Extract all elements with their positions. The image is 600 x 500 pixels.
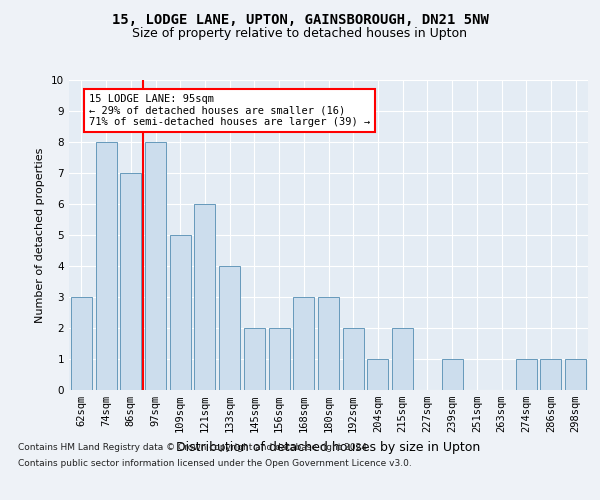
Text: 15 LODGE LANE: 95sqm
← 29% of detached houses are smaller (16)
71% of semi-detac: 15 LODGE LANE: 95sqm ← 29% of detached h… (89, 94, 370, 127)
Bar (318, 297, 339, 390)
Bar (565, 359, 586, 390)
Text: Size of property relative to detached houses in Upton: Size of property relative to detached ho… (133, 28, 467, 40)
Bar (516, 359, 537, 390)
Bar (145, 142, 166, 390)
Bar (442, 359, 463, 390)
Bar (219, 266, 240, 390)
Bar (367, 359, 388, 390)
Bar (170, 235, 191, 390)
Bar (71, 297, 92, 390)
Bar (194, 204, 215, 390)
Text: Contains HM Land Registry data © Crown copyright and database right 2024.: Contains HM Land Registry data © Crown c… (18, 442, 370, 452)
Text: Contains public sector information licensed under the Open Government Licence v3: Contains public sector information licen… (18, 459, 412, 468)
Bar (541, 359, 562, 390)
Bar (95, 142, 116, 390)
Y-axis label: Number of detached properties: Number of detached properties (35, 148, 46, 322)
Bar (293, 297, 314, 390)
X-axis label: Distribution of detached houses by size in Upton: Distribution of detached houses by size … (176, 440, 481, 454)
Bar (392, 328, 413, 390)
Text: 15, LODGE LANE, UPTON, GAINSBOROUGH, DN21 5NW: 15, LODGE LANE, UPTON, GAINSBOROUGH, DN2… (112, 12, 488, 26)
Bar (244, 328, 265, 390)
Bar (343, 328, 364, 390)
Bar (269, 328, 290, 390)
Bar (120, 173, 141, 390)
